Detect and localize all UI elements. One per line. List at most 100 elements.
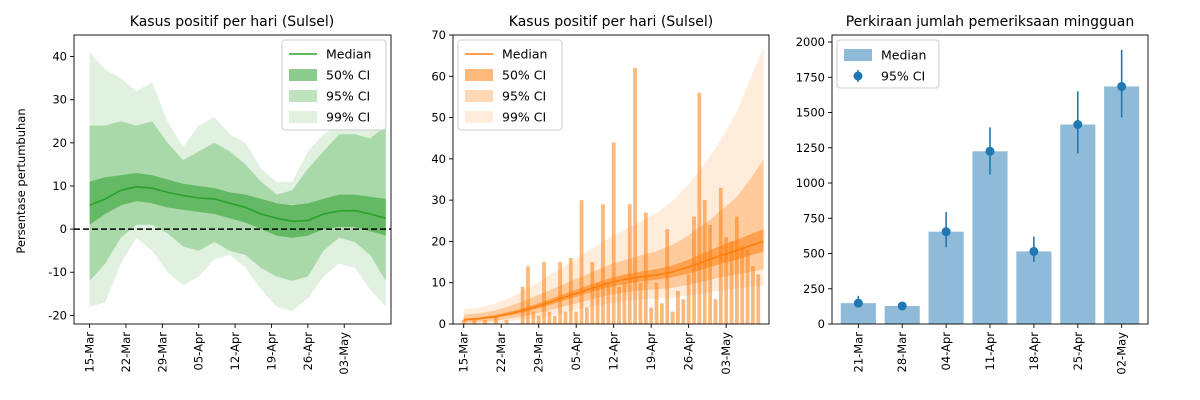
x-tick-label: 22-Mar — [119, 332, 133, 373]
case-bar — [568, 257, 573, 324]
case-bar — [493, 315, 498, 324]
case-bar — [461, 319, 466, 324]
case-bar — [579, 200, 584, 324]
case-bar — [633, 68, 638, 325]
median-point — [1117, 81, 1127, 91]
y-tick-label: 250 — [803, 282, 825, 296]
legend-bar-swatch — [844, 49, 872, 61]
median-point — [853, 298, 863, 308]
y-tick-label: 40 — [431, 152, 446, 166]
legend-frame — [457, 39, 563, 131]
x-tick-label: 03-May — [337, 332, 351, 375]
case-bar — [729, 241, 734, 324]
case-bar — [692, 216, 696, 324]
axes-frame — [452, 34, 770, 325]
legend-band-swatch — [465, 69, 493, 81]
case-bar — [595, 282, 600, 324]
weekly-test-bar — [884, 305, 920, 324]
legend-label: 50% CI — [502, 68, 546, 83]
median-point — [1073, 120, 1083, 130]
x-tick-label: 28-Mar — [895, 332, 909, 373]
median-point — [941, 227, 951, 237]
plot-area: 0 10 20 30 40 50 60 70 15-Mar 22-Mar 29-Mar 05-Apr 1… — [431, 28, 770, 375]
case-bar — [724, 237, 729, 324]
case-bar — [702, 200, 707, 324]
y-tick-label: 70 — [431, 28, 446, 42]
case-bar — [676, 290, 680, 324]
median-point — [985, 146, 995, 156]
legend: Median 50% CI 95% CI 99% CI — [457, 39, 563, 131]
x-tick-label: 26-Apr — [301, 332, 315, 371]
axes-frame — [73, 34, 392, 325]
case-bar — [483, 319, 488, 324]
y-tick-label: 500 — [803, 247, 825, 261]
y-tick-label: 1750 — [796, 70, 825, 84]
case-bar — [745, 249, 750, 324]
y-tick-label: 0 — [818, 317, 825, 331]
legend-label: 50% CI — [326, 68, 370, 83]
case-bar — [643, 212, 648, 324]
case-bar — [574, 311, 579, 324]
y-tick-label: 2000 — [796, 35, 825, 49]
legend-band-swatch — [465, 111, 493, 123]
legend-label: 99% CI — [326, 110, 370, 125]
legend-label: Median — [881, 48, 926, 63]
case-bar — [558, 262, 563, 324]
y-tick-label: 20 — [431, 234, 446, 248]
case-bar — [708, 224, 712, 324]
median-line — [89, 185, 387, 223]
case-bar — [547, 311, 552, 324]
y-tick-label: 40 — [52, 50, 67, 64]
legend-band-swatch — [289, 90, 317, 102]
x-tick-label: 12-Apr — [228, 332, 242, 371]
x-tick-label: 26-Apr — [682, 332, 696, 371]
case-bar — [584, 307, 589, 324]
case-bar — [659, 303, 664, 324]
case-bar — [654, 282, 659, 324]
weekly-test-bar — [840, 303, 876, 324]
weekly-test-bar — [1060, 124, 1096, 325]
x-tick-label: 19-Apr — [644, 332, 658, 371]
legend-band-swatch — [289, 69, 317, 81]
ci99-band — [463, 47, 764, 325]
y-tick-label: 10 — [52, 179, 67, 193]
y-tick-label: 1500 — [796, 106, 825, 120]
chart-title: Perkiraan jumlah pemeriksaan mingguan — [846, 14, 1135, 30]
ci99-band — [89, 52, 386, 312]
case-bar — [622, 282, 627, 324]
x-tick-label: 18-Apr — [1027, 332, 1041, 371]
x-tick-label: 05-Apr — [192, 332, 206, 371]
case-bar — [536, 315, 541, 324]
legend: Median 95% CI — [836, 39, 940, 89]
case-bar — [638, 282, 643, 324]
case-bar — [563, 311, 568, 324]
case-bar — [472, 319, 477, 324]
median-line — [463, 240, 764, 321]
case-bar — [740, 245, 745, 324]
x-tick-label: 22-Mar — [494, 332, 508, 373]
legend-label: Median — [502, 47, 547, 62]
case-bar — [627, 204, 632, 324]
y-tick-label: 20 — [52, 136, 67, 150]
x-tick-label: 05-Apr — [569, 332, 583, 371]
y-tick-label: 60 — [431, 69, 446, 83]
x-tick-label: 29-Mar — [155, 332, 169, 373]
y-tick-label: 0 — [439, 317, 446, 331]
case-bar — [504, 319, 509, 324]
case-bar — [713, 299, 718, 324]
case-bar — [734, 216, 739, 324]
case-bar — [601, 204, 605, 324]
legend-label: 95% CI — [502, 89, 546, 104]
legend-band-swatch — [289, 111, 317, 123]
y-tick-label: 750 — [803, 211, 825, 225]
case-bar — [665, 229, 670, 324]
y-tick-label: 30 — [52, 93, 67, 107]
y-tick-label: -10 — [48, 265, 67, 279]
case-bar — [686, 274, 691, 324]
case-bar — [751, 266, 755, 324]
plot-area: 0 250 500 750 1000 1250 1500 1750 2000 21-Mar 28-M… — [796, 34, 1149, 375]
case-bar — [670, 311, 675, 324]
case-bar — [617, 286, 621, 324]
y-axis-label: Persentase pertumbuhan — [14, 108, 28, 253]
